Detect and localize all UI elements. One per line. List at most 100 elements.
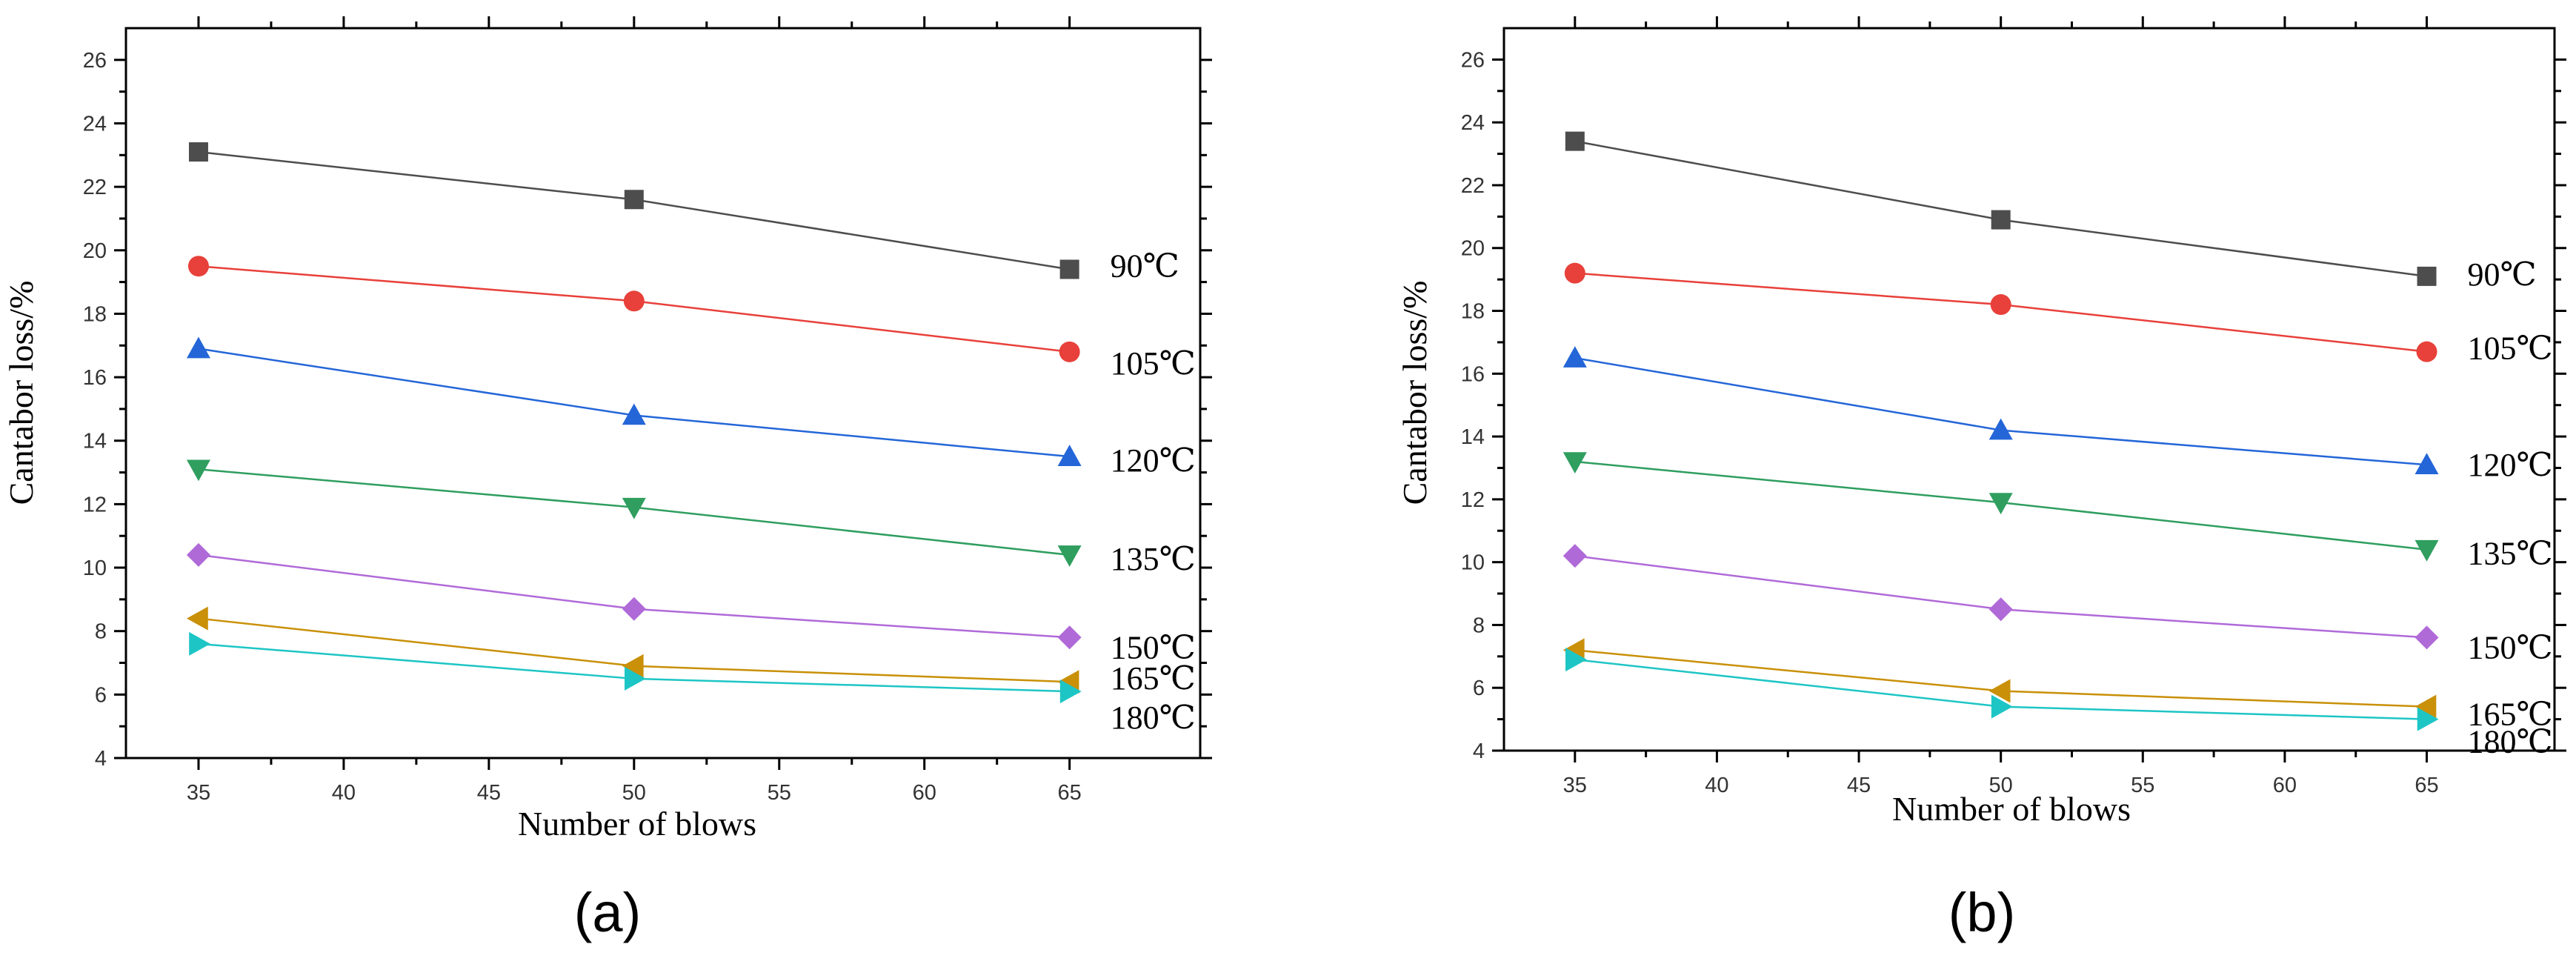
data-point bbox=[186, 336, 210, 359]
data-point bbox=[624, 190, 644, 210]
y-tick-label: 8 bbox=[1473, 614, 1485, 637]
x-tick-label: 35 bbox=[187, 781, 210, 805]
x-tick-label: 60 bbox=[2273, 774, 2297, 797]
y-tick-label: 12 bbox=[83, 493, 107, 516]
series-line bbox=[198, 348, 1070, 458]
data-point bbox=[1057, 625, 1082, 650]
data-point bbox=[1991, 694, 2013, 719]
y-tick-label: 22 bbox=[83, 176, 107, 199]
x-tick-label: 40 bbox=[1705, 774, 1728, 797]
x-axis-title: Number of blows bbox=[1892, 790, 2131, 828]
y-tick-label: 22 bbox=[1461, 174, 1485, 198]
data-point bbox=[186, 542, 210, 567]
data-point bbox=[1057, 545, 1082, 567]
data-point bbox=[2416, 341, 2437, 362]
y-tick-label: 16 bbox=[1461, 362, 1485, 386]
y-tick-label: 24 bbox=[1461, 111, 1485, 135]
series-135c: 135℃ bbox=[186, 459, 1196, 577]
data-point bbox=[188, 142, 208, 162]
y-tick-label: 6 bbox=[1473, 677, 1485, 700]
data-point bbox=[1988, 418, 2013, 440]
y-tick-label: 20 bbox=[1461, 237, 1485, 261]
series-line bbox=[1574, 554, 2427, 639]
data-point bbox=[1990, 294, 2011, 316]
y-tick-label: 10 bbox=[83, 556, 107, 580]
data-point bbox=[622, 654, 644, 678]
y-tick-label: 10 bbox=[1461, 551, 1485, 575]
y-tick-label: 4 bbox=[95, 747, 107, 771]
data-point bbox=[2414, 453, 2439, 475]
series-label: 150℃ bbox=[1111, 629, 1196, 665]
y-tick-label: 6 bbox=[95, 683, 107, 707]
plot-frame bbox=[1502, 27, 2556, 752]
series-150c: 150℃ bbox=[1562, 544, 2553, 665]
y-tick-label: 14 bbox=[1461, 425, 1485, 449]
series-line bbox=[1574, 356, 2427, 466]
panel-caption: (b) bbox=[1948, 882, 2015, 943]
data-point bbox=[1564, 262, 1585, 284]
data-point bbox=[186, 606, 208, 631]
x-tick-label: 65 bbox=[2414, 774, 2438, 797]
series-180c: 180℃ bbox=[189, 631, 1196, 736]
series-label: 105℃ bbox=[2468, 330, 2553, 367]
y-tick-label: 12 bbox=[1461, 488, 1485, 512]
x-axis-title: Number of blows bbox=[518, 805, 756, 843]
data-point bbox=[1562, 346, 1587, 368]
data-point bbox=[1562, 544, 1587, 568]
data-point bbox=[2414, 539, 2439, 562]
y-tick-label: 26 bbox=[1461, 48, 1485, 72]
y-tick-label: 4 bbox=[1473, 740, 1485, 763]
series-label: 180℃ bbox=[1111, 700, 1196, 736]
series-label: 105℃ bbox=[1111, 345, 1196, 382]
series-180c: 180℃ bbox=[1565, 648, 2553, 760]
series-165c: 165℃ bbox=[1562, 638, 2553, 733]
x-tick-label: 40 bbox=[332, 781, 356, 805]
series-label: 90℃ bbox=[1111, 247, 1179, 284]
y-tick-label: 20 bbox=[83, 239, 107, 263]
data-point bbox=[1565, 131, 1585, 151]
y-tick-label: 14 bbox=[83, 430, 107, 453]
x-tick-label: 45 bbox=[477, 781, 501, 805]
series-label: 150℃ bbox=[2468, 629, 2553, 665]
series-120c: 120℃ bbox=[1562, 346, 2553, 483]
data-point bbox=[1988, 493, 2013, 515]
series-90c: 90℃ bbox=[1565, 131, 2537, 293]
x-tick-label: 35 bbox=[1563, 774, 1587, 797]
series-label: 120℃ bbox=[1111, 442, 1196, 479]
y-tick-label: 16 bbox=[83, 366, 107, 390]
data-point bbox=[2417, 266, 2437, 286]
series-line bbox=[1574, 649, 2427, 708]
series-label: 165℃ bbox=[1111, 660, 1196, 697]
y-tick-label: 24 bbox=[83, 112, 107, 136]
y-tick-label: 18 bbox=[83, 302, 107, 326]
series-120c: 120℃ bbox=[186, 336, 1196, 479]
data-point bbox=[622, 497, 646, 519]
y-axis-title: Cantabor loss/% bbox=[1396, 281, 1434, 505]
series-label: 135℃ bbox=[1111, 541, 1196, 577]
data-point bbox=[1565, 648, 1587, 672]
data-point bbox=[622, 403, 646, 425]
series-line bbox=[1574, 140, 2427, 278]
series-165c: 165℃ bbox=[186, 606, 1196, 697]
x-tick-label: 50 bbox=[622, 781, 646, 805]
data-point bbox=[1562, 452, 1587, 473]
series-150c: 150℃ bbox=[186, 542, 1196, 665]
data-point bbox=[2414, 694, 2437, 719]
series-label: 90℃ bbox=[2468, 256, 2537, 293]
x-tick-label: 60 bbox=[913, 781, 936, 805]
series-line bbox=[198, 150, 1070, 270]
y-tick-label: 18 bbox=[1461, 300, 1485, 324]
series-label: 180℃ bbox=[2468, 724, 2553, 760]
y-tick-label: 26 bbox=[83, 49, 107, 73]
data-point bbox=[187, 256, 209, 277]
series-105c: 105℃ bbox=[1564, 262, 2553, 367]
data-point bbox=[1988, 597, 2013, 622]
plot-frame bbox=[124, 27, 1202, 760]
x-tick-label: 55 bbox=[768, 781, 791, 805]
x-tick-label: 55 bbox=[2131, 774, 2154, 797]
series-label: 135℃ bbox=[2468, 536, 2553, 572]
series-135c: 135℃ bbox=[1562, 452, 2553, 572]
chart-panel-a: 35 40 45 50 55 60 65 4 6 8 10 12 14 16 18 20 22 24 26 90℃ 10… bbox=[2, 16, 1212, 943]
data-point bbox=[2417, 707, 2439, 731]
